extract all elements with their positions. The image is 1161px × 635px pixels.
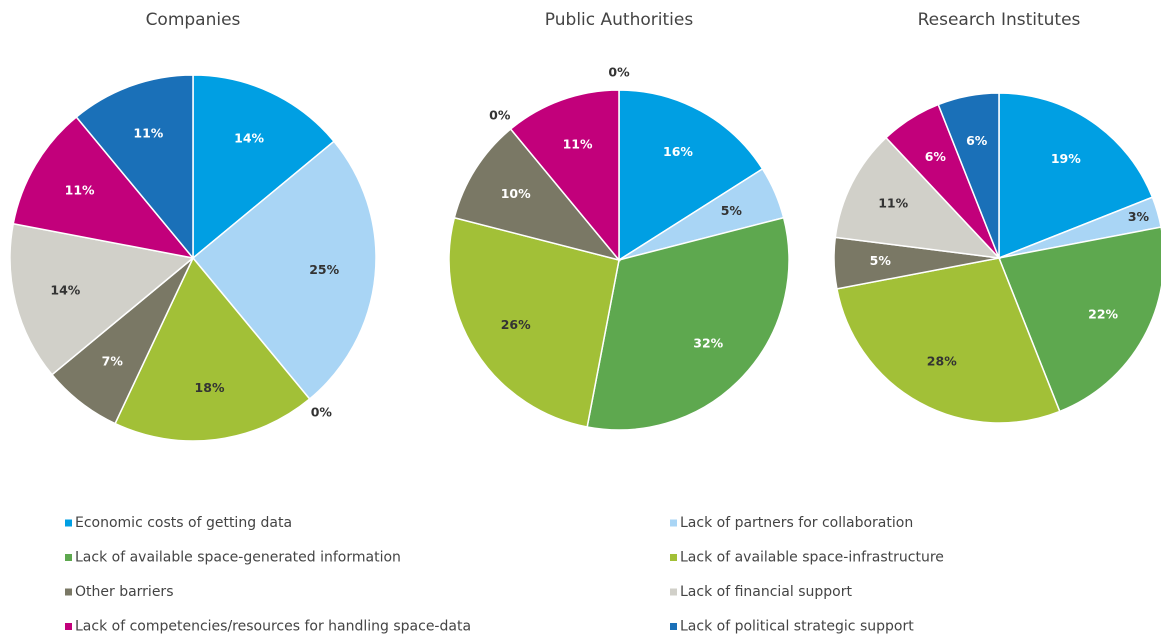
- legend-marker: [65, 588, 72, 596]
- pie-slice: [191, 140, 377, 401]
- legend-label: Other barriers: [75, 584, 174, 600]
- legend-marker: [670, 623, 677, 630]
- pie-slice: [997, 226, 1161, 413]
- pie-slice: [448, 216, 620, 428]
- pie-title: Companies: [146, 10, 241, 30]
- legend-label: Lack of competencies/resources for handl…: [75, 619, 471, 635]
- pie-slice: [453, 127, 622, 262]
- data-label: 3%: [1128, 209, 1150, 224]
- pie-slice: [937, 92, 1000, 259]
- data-label: 11%: [563, 136, 593, 151]
- data-label: 11%: [133, 126, 163, 141]
- pie-slice: [12, 115, 195, 260]
- data-label: 5%: [870, 253, 892, 268]
- legend-marker: [670, 519, 677, 527]
- data-label: 0%: [311, 405, 333, 420]
- pie-slice: [192, 74, 336, 260]
- pie-title: Public Authorities: [545, 10, 694, 30]
- pie-slice: [114, 256, 311, 442]
- data-label: 16%: [663, 144, 693, 159]
- pie-slice: [9, 222, 195, 376]
- legend-marker: [670, 554, 677, 561]
- legend-marker: [65, 519, 72, 527]
- data-label: 0%: [489, 107, 511, 122]
- data-label: 14%: [234, 130, 264, 145]
- pie-slice: [836, 257, 1061, 424]
- data-label: 6%: [925, 149, 947, 164]
- data-label: 10%: [501, 186, 531, 201]
- pie-slice: [998, 92, 1154, 260]
- data-label: 26%: [501, 317, 531, 332]
- legend-label: Lack of available space-generated inform…: [75, 550, 401, 566]
- legend-marker: [65, 623, 72, 630]
- legend-marker: [670, 588, 677, 596]
- pie-slice: [509, 89, 620, 263]
- data-label: 18%: [195, 380, 225, 395]
- pie-slice: [586, 216, 790, 431]
- data-label: 22%: [1088, 307, 1118, 322]
- legend-label: Lack of partners for collaboration: [680, 515, 913, 531]
- data-label: 7%: [102, 354, 124, 369]
- data-label: 19%: [1051, 151, 1081, 166]
- data-label: 25%: [309, 262, 339, 277]
- data-label: 32%: [693, 335, 723, 350]
- data-label: 14%: [50, 282, 80, 297]
- legend-label: Lack of available space-infrastructure: [680, 550, 944, 566]
- pie-slice: [75, 74, 194, 261]
- pie-slice: [834, 136, 1001, 260]
- data-label: 11%: [878, 196, 908, 211]
- legend-label: Economic costs of getting data: [75, 515, 292, 531]
- pie-title: Research Institutes: [918, 10, 1081, 30]
- data-label: 0%: [608, 65, 630, 80]
- legend-marker: [65, 554, 72, 561]
- data-label: 28%: [927, 354, 957, 369]
- data-label: 11%: [65, 182, 95, 197]
- legend-label: Lack of political strategic support: [680, 619, 914, 635]
- data-label: 5%: [721, 203, 743, 218]
- pie-slice: [998, 196, 1161, 259]
- data-label: 6%: [966, 133, 988, 148]
- pie-slice: [618, 89, 764, 262]
- legend-label: Lack of financial support: [680, 584, 852, 600]
